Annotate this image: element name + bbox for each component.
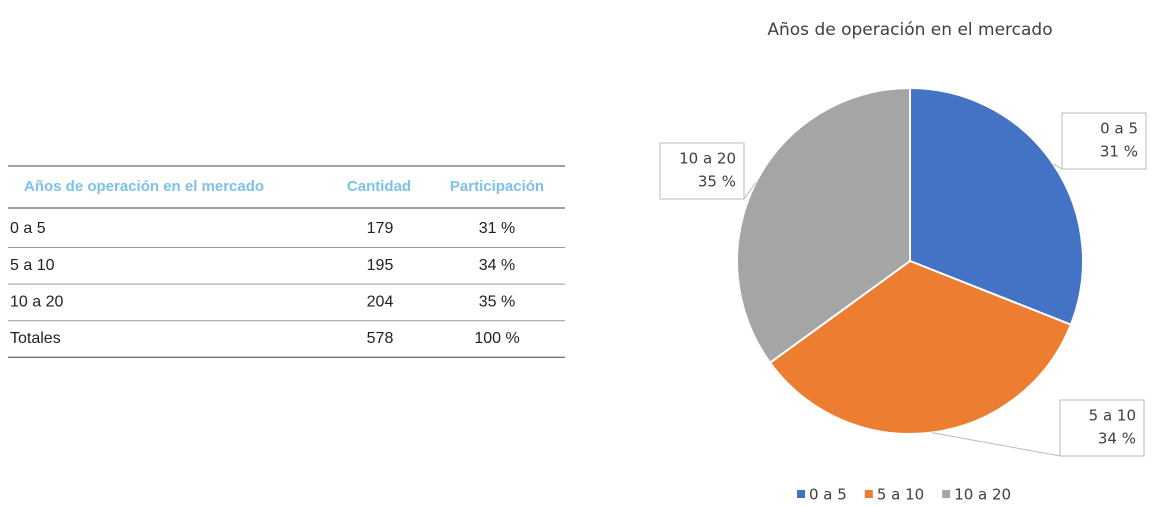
table-cell: 204	[367, 293, 394, 310]
data-label-box	[659, 142, 745, 200]
table-header: Participación	[450, 178, 544, 195]
data-label: 10 a 20	[679, 150, 736, 168]
table-cell: 34 %	[479, 257, 515, 274]
data-label: 5 a 10	[1089, 407, 1136, 425]
table-header: Cantidad	[347, 178, 411, 195]
data-label: 31 %	[1100, 143, 1138, 161]
legend-label: 5 a 10	[877, 486, 924, 504]
pie-slice	[768, 259, 1073, 435]
pie-slice	[736, 86, 911, 365]
chart-title: Años de operación en el mercado	[767, 20, 1052, 40]
legend-label: 0 a 5	[809, 486, 847, 504]
table-cell: 31 %	[479, 220, 515, 237]
pie-slice	[909, 86, 1084, 326]
table-cell: 0 a 5	[10, 220, 46, 237]
table-cell: 10 a 20	[10, 293, 63, 310]
legend-swatch	[864, 490, 873, 498]
data-label-box	[1059, 399, 1145, 457]
table-cell: Totales	[10, 330, 61, 347]
leader-line	[931, 432, 1061, 457]
table-cell: 100 %	[474, 330, 519, 347]
data-label-box	[1061, 112, 1147, 170]
table-cell: 179	[367, 220, 394, 237]
table-cell: 35 %	[479, 293, 515, 310]
table-cell: 578	[367, 330, 394, 347]
data-label: 34 %	[1098, 430, 1136, 448]
table-header: Años de operación en el mercado	[24, 178, 264, 195]
table-cell: 5 a 10	[10, 257, 55, 274]
legend-swatch	[942, 490, 951, 498]
data-label: 35 %	[698, 173, 736, 191]
leader-line	[1052, 163, 1063, 170]
data-label: 0 a 5	[1100, 120, 1138, 138]
table-cell: 195	[367, 257, 394, 274]
legend-label: 10 a 20	[954, 486, 1011, 504]
legend-swatch	[797, 490, 805, 498]
leader-line	[743, 182, 757, 200]
